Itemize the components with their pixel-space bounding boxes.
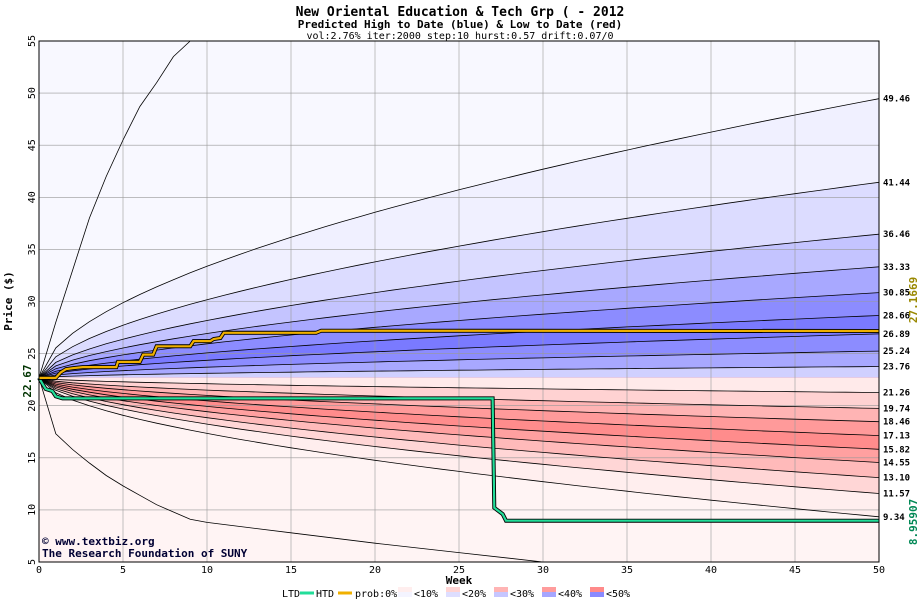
credit-line-1: © www.textbiz.org bbox=[42, 535, 155, 548]
legend-item-label-1: <20% bbox=[462, 589, 486, 600]
legend-swatch-top-1 bbox=[446, 587, 460, 592]
credit-line-2: The Research Foundation of SUNY bbox=[42, 547, 248, 560]
quantile-value-label-3: 33.33 bbox=[883, 263, 910, 273]
x-tick-label-9: 45 bbox=[789, 565, 801, 576]
quantile-line-5 bbox=[38, 315, 880, 379]
legend-item-label-3: <40% bbox=[558, 589, 582, 600]
x-tick-label-8: 40 bbox=[705, 565, 717, 576]
legend-swatch-bottom-3 bbox=[542, 592, 556, 597]
quantile-value-labels: 49.46 41.44 36.46 33.33 30.85 28.66 26.89 25.24… bbox=[883, 95, 911, 523]
ltd-final-label: 8.95907 bbox=[907, 499, 920, 545]
x-tick-label-2: 10 bbox=[201, 565, 213, 576]
x-tick-label-3: 15 bbox=[285, 565, 297, 576]
legend-swatch-top-3 bbox=[542, 587, 556, 592]
legend-swatch-top-2 bbox=[494, 587, 508, 592]
quantile-value-label-5: 28.66 bbox=[883, 311, 910, 321]
y-tick-label-0: 5 bbox=[27, 559, 38, 565]
legend-item-2: <30% bbox=[494, 587, 534, 600]
quantile-line-6 bbox=[38, 333, 880, 379]
legend-item-label-0: <10% bbox=[414, 589, 438, 600]
x-tick-label-10: 50 bbox=[873, 565, 885, 576]
y-axis-label: Price ($) bbox=[2, 271, 15, 331]
y-tick-label-5: 30 bbox=[27, 295, 38, 307]
y-tick-label-1: 10 bbox=[27, 504, 38, 516]
htd-line bbox=[39, 329, 880, 379]
x-axis-ticks: 0 5 10 15 20 25 30 35 40 45 50 bbox=[36, 565, 885, 576]
quantile-line-11 bbox=[38, 377, 880, 423]
quantile-value-label-6: 26.89 bbox=[883, 330, 910, 340]
quantile-value-label-1: 41.44 bbox=[883, 178, 911, 188]
y-tick-label-8: 45 bbox=[27, 139, 38, 151]
ltd-line bbox=[38, 377, 879, 522]
legend-item-3: <40% bbox=[542, 587, 582, 600]
quantile-line-13 bbox=[38, 377, 880, 450]
legend: LTD HTD prob:0% <10% <20% <30% <40% <50% bbox=[282, 587, 630, 600]
quantile-line-1 bbox=[38, 181, 880, 379]
quantile-value-label-4: 30.85 bbox=[883, 289, 910, 299]
x-tick-label-0: 0 bbox=[36, 565, 42, 576]
quantile-value-label-8: 23.76 bbox=[883, 363, 910, 373]
quantile-value-label-10: 19.74 bbox=[883, 404, 911, 414]
quantile-line-8 bbox=[38, 366, 880, 379]
legend-swatch-bottom-1 bbox=[446, 592, 460, 597]
legend-item-label-2: <30% bbox=[510, 589, 534, 600]
y-tick-label-6: 35 bbox=[27, 243, 38, 255]
x-tick-label-6: 30 bbox=[537, 565, 549, 576]
quantile-value-label-2: 36.46 bbox=[883, 230, 910, 240]
quantile-line-0 bbox=[38, 98, 880, 379]
legend-swatch-bottom-4 bbox=[590, 592, 604, 597]
quantile-value-label-7: 25.24 bbox=[883, 347, 911, 357]
quantile-line-2 bbox=[38, 233, 880, 379]
quantile-value-label-12: 17.13 bbox=[883, 432, 910, 442]
x-tick-label-5: 25 bbox=[453, 565, 465, 576]
quantile-value-label-13: 15.82 bbox=[883, 445, 910, 455]
series-lines bbox=[37, 328, 880, 523]
quantile-line-17 bbox=[38, 377, 880, 518]
chart-title: New Oriental Education & Tech Grp ( - 20… bbox=[296, 5, 625, 20]
htd-final-label: 27.1669 bbox=[907, 277, 920, 323]
quantile-value-label-16: 11.57 bbox=[883, 490, 910, 500]
legend-swatch-bottom-0 bbox=[398, 592, 412, 597]
chart-params: vol:2.76% iter:2000 step:10 hurst:0.57 d… bbox=[306, 31, 613, 42]
quantile-value-label-17: 9.34 bbox=[883, 513, 905, 523]
y-tick-label-10: 55 bbox=[27, 35, 38, 47]
x-tick-label-1: 5 bbox=[120, 565, 126, 576]
quantile-value-label-11: 18.46 bbox=[883, 418, 910, 428]
quantile-line-7 bbox=[38, 350, 880, 379]
legend-swatch-top-4 bbox=[590, 587, 604, 592]
y-tick-label-3: 20 bbox=[27, 400, 38, 412]
y-tick-label-9: 50 bbox=[27, 87, 38, 99]
legend-htd-label: HTD bbox=[316, 589, 334, 600]
legend-swatch-top-0 bbox=[398, 587, 412, 592]
plot-border bbox=[38, 40, 880, 563]
legend-swatch-bottom-2 bbox=[494, 592, 508, 597]
chart-subtitle: Predicted High to Date (blue) & Low to D… bbox=[298, 18, 623, 31]
quantile-line-14 bbox=[38, 377, 880, 463]
y-tick-label-7: 40 bbox=[27, 191, 38, 203]
quantile-value-label-14: 14.55 bbox=[883, 458, 910, 468]
legend-ltd-label: LTD bbox=[282, 589, 300, 600]
quantile-line-15 bbox=[38, 377, 880, 478]
legend-item-4: <50% bbox=[590, 587, 630, 600]
x-tick-label-4: 20 bbox=[369, 565, 381, 576]
x-tick-label-7: 35 bbox=[621, 565, 633, 576]
quantile-line-16 bbox=[38, 377, 880, 494]
legend-item-1: <20% bbox=[446, 587, 486, 600]
legend-prob-label: prob:0% bbox=[355, 589, 397, 600]
start-price-label: 22.67 bbox=[21, 364, 34, 397]
quantile-value-label-9: 21.26 bbox=[883, 389, 910, 399]
y-tick-label-4: 25 bbox=[27, 348, 38, 360]
quantile-line-9 bbox=[38, 377, 880, 393]
legend-item-label-4: <50% bbox=[606, 589, 630, 600]
x-axis-label: Week bbox=[446, 574, 473, 587]
legend-item-0: <10% bbox=[398, 587, 438, 600]
quantile-value-label-15: 13.10 bbox=[883, 474, 910, 484]
outer-low-line bbox=[38, 377, 544, 563]
y-axis-ticks: 5 10 15 20 25 30 35 40 45 50 55 bbox=[27, 35, 38, 565]
y-tick-label-2: 15 bbox=[27, 452, 38, 464]
outer-high-line bbox=[38, 40, 191, 379]
quantile-value-label-0: 49.46 bbox=[883, 95, 910, 105]
quantile-line-3 bbox=[38, 266, 880, 379]
